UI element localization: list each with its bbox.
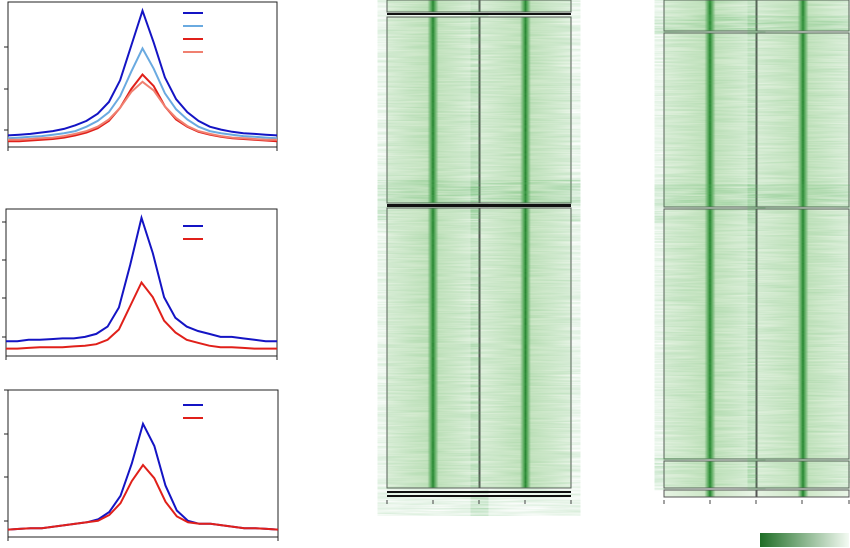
line-series: [6, 214, 277, 343]
heatmap-panel: [663, 489, 757, 498]
heatmap-texture: [757, 461, 849, 488]
heatmap-texture: [757, 33, 849, 207]
line-series: [7, 421, 279, 531]
heatmap-panel: [756, 489, 850, 498]
line-series: [6, 280, 277, 350]
heatmap-texture: [757, 0, 849, 31]
heatmap-texture: [664, 33, 756, 207]
heatmap-separator: [387, 491, 571, 493]
heatmap-texture: [664, 0, 756, 31]
heatmap-panel: [386, 0, 480, 13]
heatmap-separator: [387, 13, 571, 15]
plot-frame: [7, 1, 278, 148]
line-series: [7, 46, 278, 140]
heatmap-texture: [664, 461, 756, 488]
plot-frame: [7, 389, 279, 538]
heatmap-panel: [479, 0, 572, 13]
heatmaps: [386, 0, 850, 504]
heatmap-texture: [757, 209, 849, 459]
heatmap-separator: [387, 204, 571, 207]
line-series: [7, 463, 279, 531]
line-series: [8, 80, 277, 141]
line-series: [7, 7, 278, 137]
heatmap-separator: [387, 495, 571, 497]
heatmap-texture: [387, 208, 479, 488]
colorbar: [760, 533, 849, 547]
plot-frame: [5, 208, 278, 357]
heatmap-texture: [664, 209, 756, 459]
heatmap-texture: [480, 208, 571, 488]
heatmap-texture: [387, 17, 479, 203]
heatmap-texture: [480, 17, 571, 203]
